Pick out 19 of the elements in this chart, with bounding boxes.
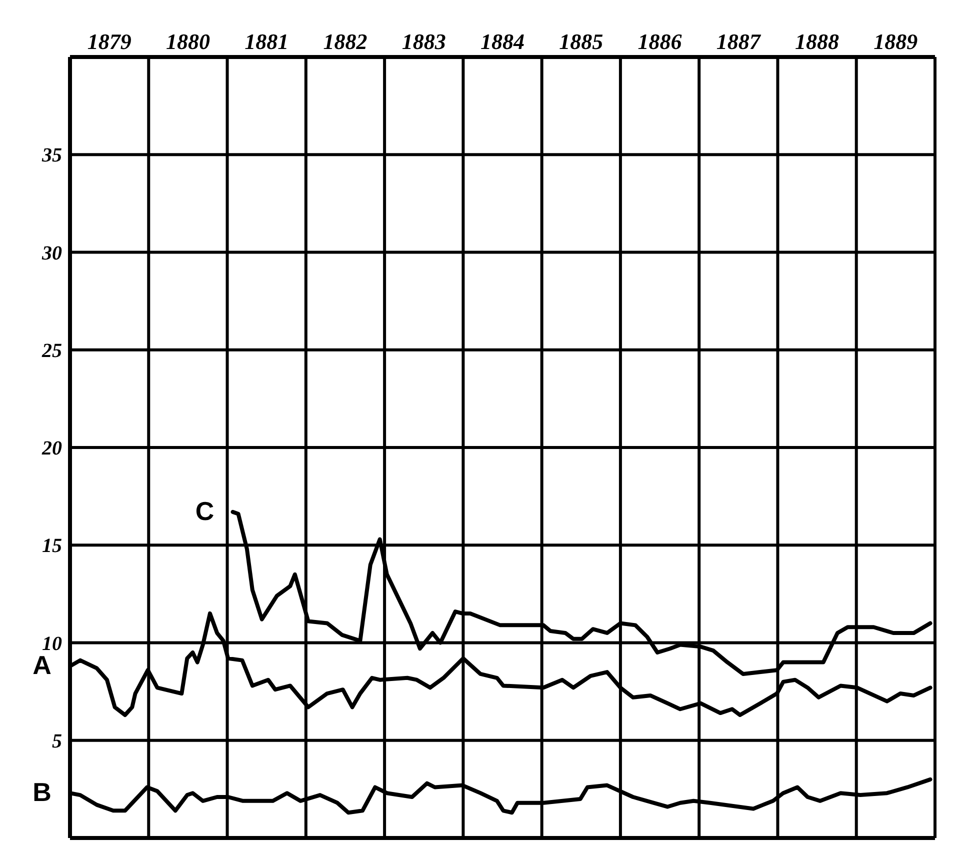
x-tick-label: 1889: [874, 29, 918, 54]
x-tick-label: 1880: [166, 29, 210, 54]
x-tick-label: 1883: [402, 29, 446, 54]
y-tick-label: 20: [41, 438, 62, 460]
x-tick-label: 1885: [559, 29, 604, 54]
x-tick-label: 1884: [480, 29, 524, 54]
series-label: C: [195, 496, 214, 526]
x-tick-label: 1881: [244, 29, 289, 54]
x-tick-label: 1888: [795, 29, 840, 54]
x-tick-label: 1879: [87, 29, 132, 54]
series-label: B: [32, 777, 52, 808]
y-tick-label: 35: [41, 144, 62, 167]
y-tick-label: 25: [41, 340, 62, 362]
x-tick-label: 1882: [323, 29, 368, 54]
x-tick-label: 1887: [716, 29, 762, 54]
y-tick-label: 5: [52, 730, 62, 752]
y-tick-label: 30: [41, 242, 62, 264]
x-tick-label: 1886: [638, 29, 682, 54]
y-tick-label: 15: [42, 535, 62, 558]
